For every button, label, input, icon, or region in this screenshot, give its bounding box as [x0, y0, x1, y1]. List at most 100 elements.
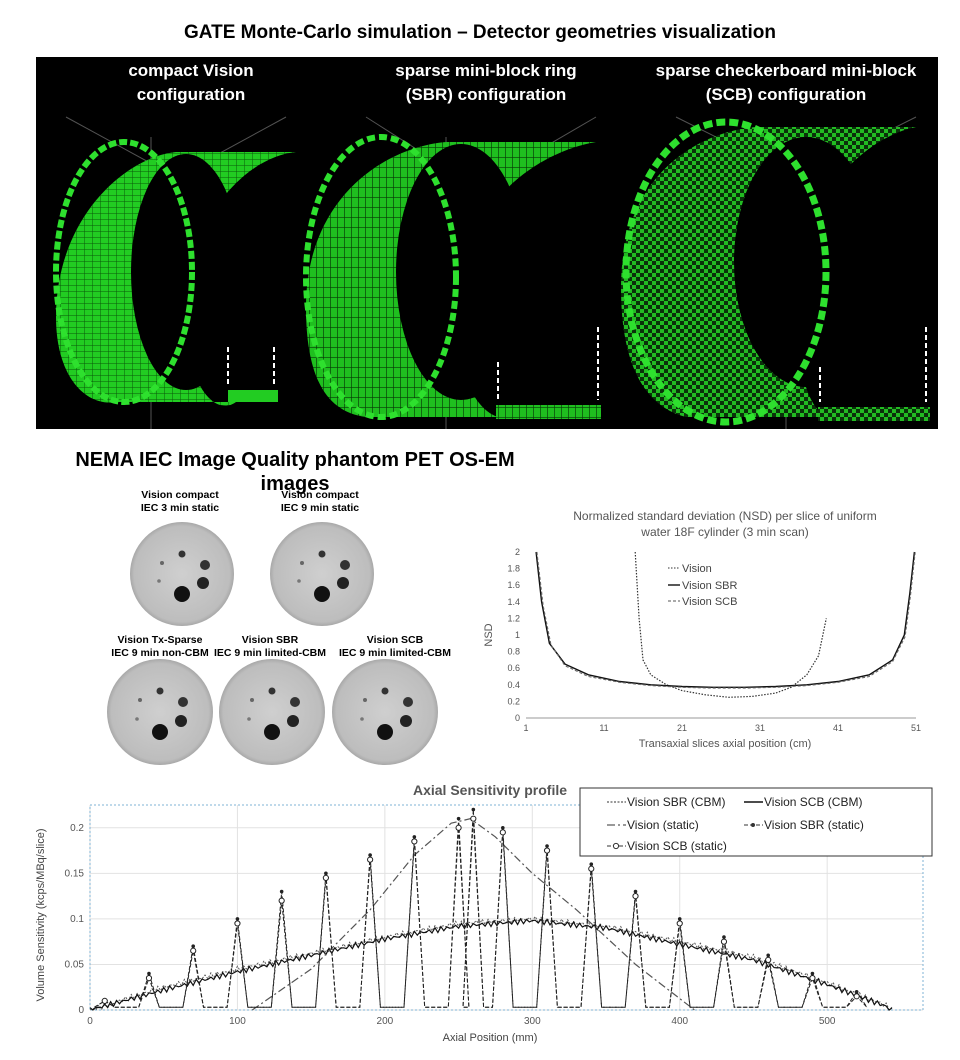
nsd-xtick: 11: [599, 723, 608, 733]
axial-sbr-static-point: [633, 889, 638, 894]
phantom-caption-2: Vision compact IEC 9 min static: [280, 489, 360, 514]
nsd-chart-title-line2: water 18F cylinder (3 min scan): [640, 525, 808, 539]
phantom-caption-4: Vision SBR IEC 9 min limited-CBM: [213, 634, 326, 659]
axial-sbr-static-point: [766, 953, 770, 958]
nsd-chart: Normalized standard deviation (NSD) per …: [483, 509, 921, 750]
axial-xtick: 400: [671, 1016, 688, 1027]
scb-ring: [621, 118, 930, 426]
axial-legend: Vision SBR (CBM) Vision SCB (CBM) Vision…: [579, 787, 933, 857]
axial-legend-scb-static: Vision SCB (static): [627, 839, 727, 853]
axial-ytick: 0.1: [70, 914, 84, 925]
nsd-ytick: 0.6: [507, 663, 520, 673]
axial-plot-frame: [89, 804, 924, 1011]
nsd-xtick: 31: [755, 723, 765, 733]
nsd-legend-vision: Vision: [682, 563, 712, 575]
axial-scb-static-point: [322, 874, 329, 881]
phantom-image-1: [130, 522, 234, 626]
axial-series-vision-scb-cbm-: [89, 917, 893, 1011]
nsd-series-vision-sbr: [535, 551, 916, 688]
geometry-label-scb: sparse checkerboard mini-block (SCB) conf…: [655, 61, 917, 104]
axial-sbr-static-point: [677, 917, 682, 921]
axial-sbr-static-point: [854, 989, 859, 994]
axial-sbr-static-point: [235, 917, 240, 921]
axial-sbr-static-point: [722, 935, 726, 939]
nsd-ytick: 1: [515, 630, 520, 640]
axial-legend-sbr-cbm: Vision SBR (CBM): [627, 795, 725, 809]
nsd-xtick: 1: [523, 723, 528, 733]
nsd-legend-sbr: Vision SBR: [682, 580, 737, 592]
axial-scb-static-point: [676, 920, 683, 927]
axial-scb-static-point: [853, 993, 860, 1000]
axial-ytick: 0.2: [70, 823, 84, 834]
axial-ytick: 0.05: [65, 959, 85, 970]
nsd-series-vision: [634, 551, 827, 698]
phantom-image-2: [270, 522, 374, 626]
axial-sbr-static-point: [810, 971, 815, 976]
axial-scb-static-point: [470, 815, 477, 822]
nsd-ytick: 0.8: [507, 647, 520, 657]
axial-sbr-static-point: [368, 853, 372, 857]
axial-scb-static-point: [543, 847, 551, 854]
phantom-section-title: NEMA IEC Image Quality phantom PET OS-EM…: [75, 449, 515, 495]
axial-scb-static-point: [411, 838, 418, 845]
axial-legend-sbr-static: Vision SBR (static): [764, 818, 864, 832]
axial-ytick: 0: [78, 1005, 84, 1016]
axial-sbr-static-point: [412, 835, 417, 839]
axial-scb-static-point: [809, 975, 816, 982]
nsd-ylabel: NSD: [483, 623, 495, 646]
axial-sbr-static-point: [191, 944, 196, 949]
axial-scb-static-point: [720, 938, 728, 945]
figure-title: GATE Monte-Carlo simulation – Detector g…: [184, 22, 776, 43]
axial-scb-static-point: [101, 997, 108, 1004]
axial-scb-static-point: [499, 829, 506, 836]
axial-sbr-static-point: [147, 971, 151, 976]
axial-ylabel: Volume Sensitivity (kcps/MBq/slice): [35, 829, 47, 1002]
axial-legend-scb-cbm: Vision SCB (CBM): [764, 795, 862, 809]
axial-scb-static-point: [455, 824, 462, 831]
geometry-panel: compact Vision configuration sparse mini-…: [36, 57, 938, 429]
axial-scb-static-point: [765, 956, 772, 963]
axial-sbr-static-point: [279, 889, 284, 894]
phantom-image-5: [332, 659, 438, 765]
axial-xtick: 300: [524, 1016, 541, 1027]
axial-sbr-static-point: [545, 844, 549, 848]
axial-sbr-static-point: [589, 862, 594, 867]
axial-sbr-static-point: [324, 871, 328, 876]
phantom-caption-3: Vision Tx-Sparse IEC 9 min non-CBM: [111, 634, 209, 659]
axial-chart-title: Axial Sensitivity profile: [413, 782, 567, 798]
nsd-ytick: 1.6: [507, 580, 520, 590]
phantom-image-3: [107, 659, 213, 765]
nsd-chart-title-line1: Normalized standard deviation (NSD) per …: [573, 509, 876, 523]
axial-sbr-static-point: [501, 825, 505, 830]
axial-xtick: 200: [377, 1016, 394, 1027]
axial-scb-static-point: [367, 856, 374, 863]
axial-series-vision-sbr-cbm-: [89, 915, 893, 1011]
axial-scb-static-point: [278, 897, 285, 904]
sbr-ring: [303, 134, 601, 420]
axial-sbr-static-point: [456, 816, 461, 821]
nsd-ytick: 0.2: [507, 696, 520, 706]
axial-xtick: 500: [819, 1016, 836, 1027]
axial-scb-static-point: [145, 975, 153, 982]
geometry-drawing: [53, 116, 930, 429]
nsd-xlabel: Transaxial slices axial position (cm): [639, 738, 812, 750]
axial-xtick: 100: [229, 1016, 246, 1027]
axial-scb-static-point: [190, 947, 197, 954]
nsd-xtick: 51: [911, 723, 921, 733]
nsd-series-vision-scb: [536, 551, 916, 689]
compact-ring: [53, 139, 296, 406]
phantom-caption-1: Vision compact IEC 3 min static: [140, 489, 220, 514]
geometry-label-compact: compact Vision configuration: [128, 61, 254, 104]
nsd-legend-scb: Vision SCB: [682, 596, 737, 608]
nsd-ytick: 1.4: [507, 597, 520, 607]
nsd-ytick: 2: [515, 547, 520, 557]
nsd-xtick: 21: [677, 723, 687, 733]
nsd-ytick: 1.2: [507, 613, 520, 623]
axial-scb-static-point: [632, 893, 639, 900]
phantom-caption-5: Vision SCB IEC 9 min limited-CBM: [338, 634, 451, 659]
geometry-label-sbr: sparse mini-block ring (SBR) configuratio…: [395, 61, 577, 104]
axial-scb-static-point: [588, 865, 595, 872]
axial-xlabel: Axial Position (mm): [443, 1032, 538, 1044]
nsd-ytick: 0.4: [507, 680, 520, 690]
nsd-ytick: 0: [515, 713, 520, 723]
